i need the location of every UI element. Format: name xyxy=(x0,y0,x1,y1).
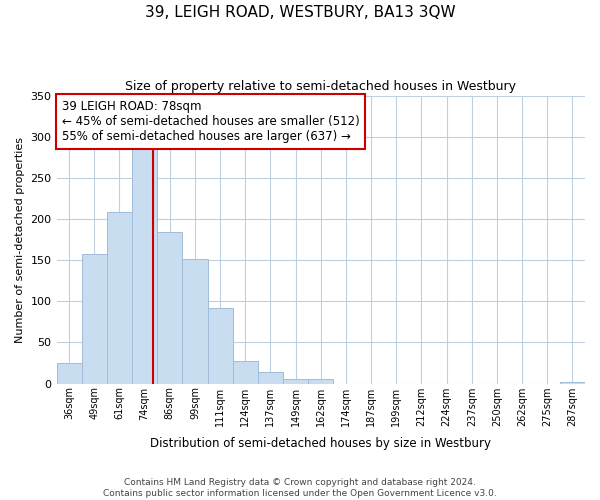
Text: Contains HM Land Registry data © Crown copyright and database right 2024.
Contai: Contains HM Land Registry data © Crown c… xyxy=(103,478,497,498)
Bar xyxy=(233,360,258,384)
Bar xyxy=(308,380,334,384)
Bar xyxy=(157,232,182,384)
Text: 39 LEIGH ROAD: 78sqm
← 45% of semi-detached houses are smaller (512)
55% of semi: 39 LEIGH ROAD: 78sqm ← 45% of semi-detac… xyxy=(62,100,359,143)
Bar xyxy=(182,258,208,384)
Bar xyxy=(56,363,82,384)
Y-axis label: Number of semi-detached properties: Number of semi-detached properties xyxy=(15,136,25,342)
Text: 39, LEIGH ROAD, WESTBURY, BA13 3QW: 39, LEIGH ROAD, WESTBURY, BA13 3QW xyxy=(145,5,455,20)
Bar xyxy=(560,382,585,384)
Title: Size of property relative to semi-detached houses in Westbury: Size of property relative to semi-detach… xyxy=(125,80,516,93)
Bar xyxy=(82,254,107,384)
Bar xyxy=(283,380,308,384)
Bar xyxy=(107,212,132,384)
Bar xyxy=(132,148,157,384)
X-axis label: Distribution of semi-detached houses by size in Westbury: Distribution of semi-detached houses by … xyxy=(150,437,491,450)
Bar xyxy=(258,372,283,384)
Bar xyxy=(208,308,233,384)
